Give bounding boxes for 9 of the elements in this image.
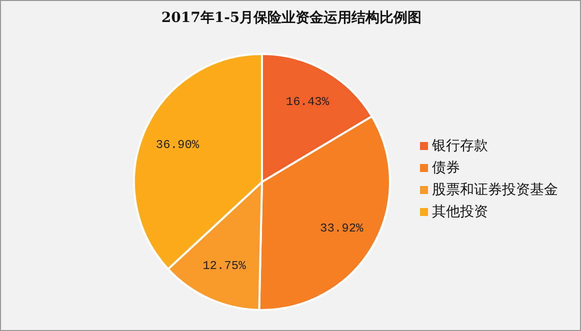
data-label: 12.75%: [202, 259, 247, 274]
data-label: 36.90%: [156, 138, 200, 152]
legend-label: 银行存款: [432, 138, 488, 154]
chart-title: 2017年1-5月保险业资金运用结构比例图: [160, 9, 423, 27]
legend-label: 其他投资: [432, 204, 488, 220]
legend-label: 债券: [432, 160, 460, 176]
legend-label: 股票和证券投资基金: [432, 182, 558, 198]
data-label: 16.43%: [286, 94, 330, 109]
data-label: 33.92%: [320, 221, 364, 236]
